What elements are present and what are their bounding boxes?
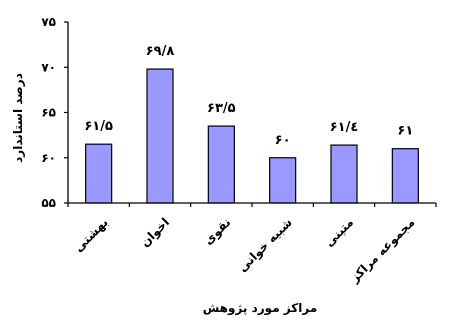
bar bbox=[330, 144, 358, 204]
x-tick-label: اخوان bbox=[138, 215, 173, 250]
bar bbox=[269, 157, 297, 204]
x-tick-label: نقوی bbox=[201, 215, 234, 248]
y-tick-label: ۷۵ bbox=[41, 15, 56, 29]
data-label: ۶۳/۵ bbox=[207, 101, 236, 116]
bar bbox=[391, 148, 419, 204]
y-tick-label: ۷۰ bbox=[41, 60, 56, 74]
bar bbox=[207, 125, 235, 204]
x-tick-label: متینی bbox=[322, 215, 356, 249]
x-tick-label: شبیه خوانی bbox=[235, 215, 295, 275]
y-tick-label: ۶۰ bbox=[41, 151, 56, 165]
x-axis-title: مراکز مورد پژوهش bbox=[203, 301, 318, 316]
data-label: ۶۱/٤ bbox=[330, 120, 359, 135]
y-axis-title: درصد استاندارد bbox=[11, 73, 25, 163]
data-label: ۶۱ bbox=[397, 124, 413, 139]
y-tick-label: ۶۵ bbox=[41, 106, 56, 120]
x-tick-label: بهشتی bbox=[71, 215, 110, 254]
data-labels: ۶۱/۵ ۶۹/۸ ۶۳/۵ ۶۰ ۶۱/٤ ۶۱ bbox=[84, 44, 413, 148]
y-axis: ۵۵ ۶۰ ۶۵ ۷۰ ۷۵ bbox=[41, 15, 69, 210]
bar bbox=[146, 68, 174, 204]
data-label: ۶۹/۸ bbox=[146, 44, 175, 59]
bar bbox=[85, 143, 113, 204]
data-label: ۶۰ bbox=[275, 133, 291, 148]
x-tick-label: مجموعه مراکز bbox=[347, 215, 418, 286]
y-tick-label: ۵۵ bbox=[41, 196, 56, 210]
data-label: ۶۱/۵ bbox=[84, 119, 113, 134]
bars bbox=[85, 68, 419, 204]
